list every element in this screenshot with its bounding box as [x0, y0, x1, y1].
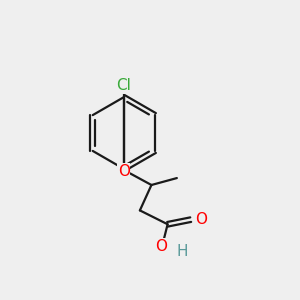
- Text: Cl: Cl: [116, 78, 131, 93]
- Text: H: H: [177, 244, 188, 260]
- Text: O: O: [155, 239, 167, 254]
- Text: O: O: [195, 212, 207, 227]
- Text: O: O: [118, 164, 130, 178]
